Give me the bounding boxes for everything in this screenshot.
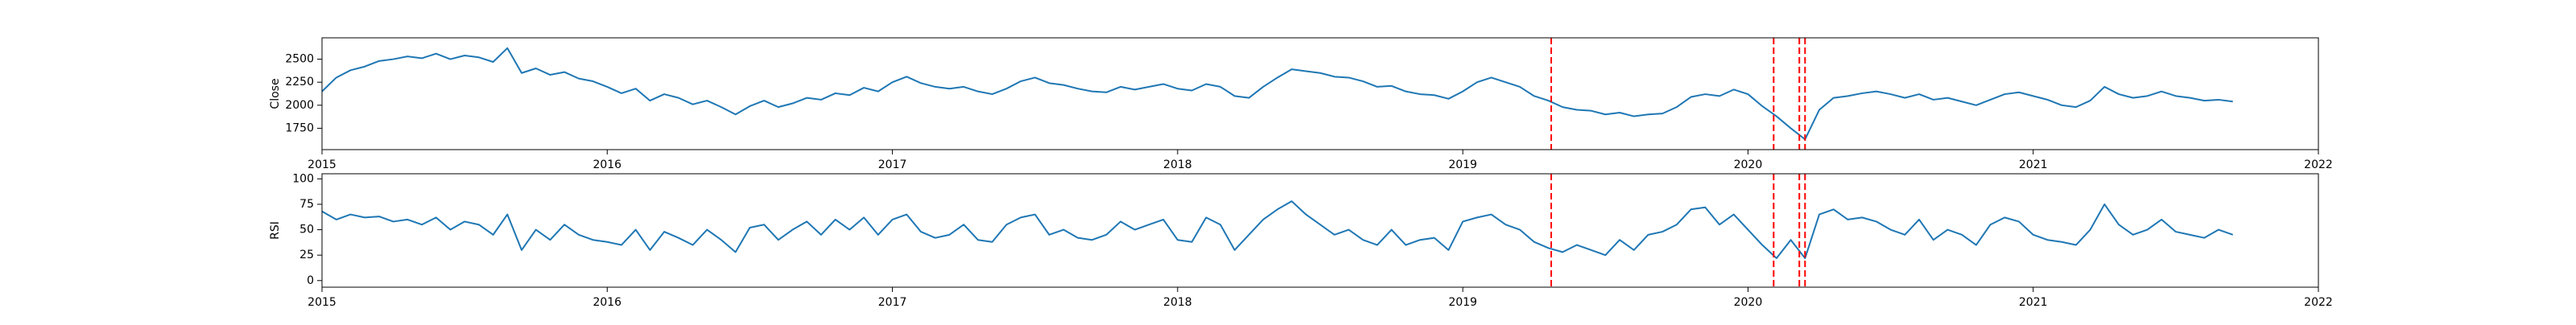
x-tick-label: 2015 [308, 296, 336, 309]
x-tick-label: 2015 [308, 158, 336, 171]
axes-frame [321, 37, 2319, 150]
x-tick-label: 2017 [878, 296, 907, 309]
chart-panel: 1750 2000 2250 2500 2015 2016 2017 2018 2019 2020… [269, 37, 2333, 171]
x-tick-label: 2016 [592, 296, 621, 309]
y-axis-label: Close [269, 78, 282, 109]
y-tick-label: 2000 [285, 99, 314, 112]
x-tick-label: 2018 [1163, 296, 1192, 309]
y-tick-label: 100 [292, 172, 314, 185]
y-tick-label: 2250 [285, 76, 314, 88]
series-line [321, 200, 2234, 259]
series-line [321, 47, 2233, 141]
x-tick-label: 2019 [1448, 158, 1477, 171]
y-tick-label: 50 [299, 224, 314, 237]
y-tick-label: 0 [307, 274, 314, 287]
x-tick-label: 2016 [592, 158, 621, 171]
x-tick-label: 2020 [1734, 158, 1763, 171]
x-tick-label: 2021 [2019, 296, 2048, 309]
y-tick-label: 75 [299, 198, 314, 211]
x-tick-label: 2022 [2304, 296, 2333, 309]
y-axis-label: RSI [269, 221, 282, 240]
y-tick-label: 25 [299, 249, 314, 261]
x-tick-label: 2018 [1163, 158, 1192, 171]
axes-frame [321, 173, 2319, 288]
x-tick-label: 2017 [878, 158, 907, 171]
x-tick-label: 2022 [2304, 158, 2333, 171]
y-tick-label: 2500 [285, 53, 314, 66]
x-tick-label: 2019 [1448, 296, 1477, 309]
x-tick-label: 2020 [1734, 296, 1763, 309]
chart-panel: 0 25 50 75 100 2015 2016 2017 2018 2019 2020 2021 20… [269, 172, 2333, 309]
y-tick-label: 1750 [285, 121, 314, 134]
x-tick-label: 2021 [2019, 158, 2048, 171]
